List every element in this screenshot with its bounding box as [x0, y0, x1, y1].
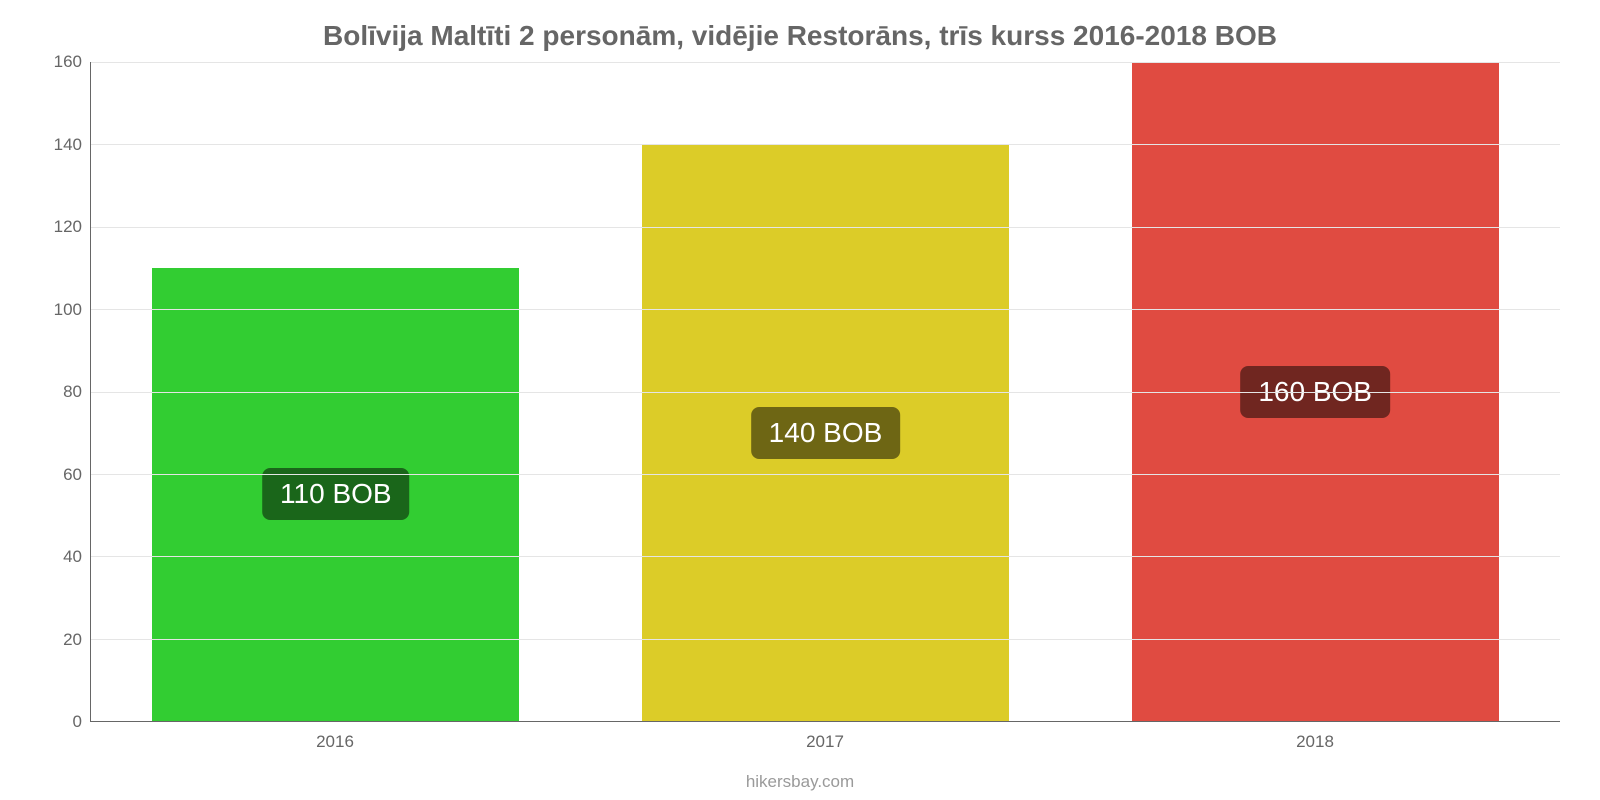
y-tick-label: 40: [42, 547, 82, 567]
bar: 140 BOB: [642, 144, 1009, 721]
source-label: hikersbay.com: [746, 772, 854, 792]
plot-row: 020406080100120140160 110 BOB140 BOB160 …: [40, 62, 1560, 722]
y-tick-label: 20: [42, 630, 82, 650]
grid-line: [91, 392, 1560, 393]
x-axis: 201620172018: [90, 722, 1560, 752]
y-tick-label: 160: [42, 52, 82, 72]
plot-area: 110 BOB140 BOB160 BOB: [90, 62, 1560, 722]
grid-line: [91, 474, 1560, 475]
chart-title: Bolīvija Maltīti 2 personām, vidējie Res…: [40, 20, 1560, 52]
grid-line: [91, 227, 1560, 228]
y-axis: 020406080100120140160: [40, 62, 90, 722]
y-tick-label: 60: [42, 465, 82, 485]
value-badge: 110 BOB: [262, 468, 410, 520]
y-tick-label: 80: [42, 382, 82, 402]
grid-line: [91, 62, 1560, 63]
y-tick-label: 100: [42, 300, 82, 320]
bar-chart: Bolīvija Maltīti 2 personām, vidējie Res…: [0, 0, 1600, 800]
y-tick-label: 120: [42, 217, 82, 237]
grid-line: [91, 309, 1560, 310]
bar: 110 BOB: [152, 268, 519, 721]
y-tick-label: 140: [42, 135, 82, 155]
x-tick-label: 2018: [1070, 722, 1560, 752]
value-badge: 140 BOB: [751, 407, 901, 459]
grid-line: [91, 639, 1560, 640]
grid-line: [91, 144, 1560, 145]
grid-line: [91, 556, 1560, 557]
y-tick-label: 0: [42, 712, 82, 732]
x-tick-label: 2016: [90, 722, 580, 752]
x-tick-label: 2017: [580, 722, 1070, 752]
